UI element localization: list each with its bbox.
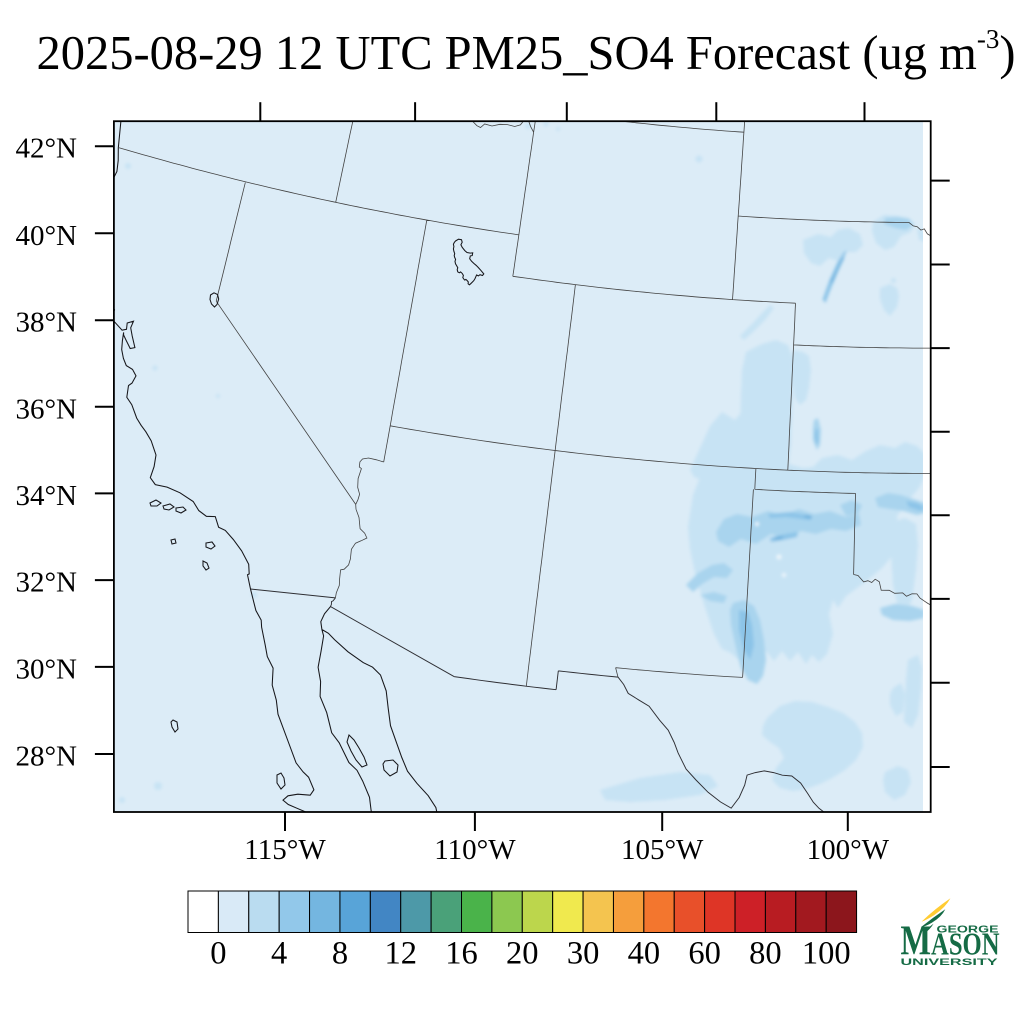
svg-text:2025-08-29 12 UTC PM25_SO4 For: 2025-08-29 12 UTC PM25_SO4 Forecast (ug …: [37, 24, 1016, 80]
svg-text:40: 40: [628, 936, 661, 972]
svg-text:32°N: 32°N: [15, 567, 77, 599]
svg-text:115°W: 115°W: [244, 834, 326, 866]
svg-text:30: 30: [567, 936, 600, 972]
svg-text:105°W: 105°W: [621, 834, 704, 866]
svg-text:110°W: 110°W: [434, 834, 516, 866]
svg-text:GEORGE: GEORGE: [937, 924, 999, 935]
svg-text:12: 12: [384, 936, 417, 972]
svg-text:30°N: 30°N: [15, 653, 77, 685]
svg-text:38°N: 38°N: [15, 307, 77, 339]
svg-text:4: 4: [271, 936, 287, 972]
svg-text:34°N: 34°N: [15, 480, 77, 512]
svg-text:8: 8: [332, 936, 348, 972]
svg-text:MASON: MASON: [901, 919, 1000, 965]
svg-text:100: 100: [802, 936, 851, 972]
svg-text:36°N: 36°N: [15, 393, 77, 425]
svg-text:0: 0: [210, 936, 226, 972]
svg-text:16: 16: [445, 936, 478, 972]
svg-text:28°N: 28°N: [15, 741, 77, 773]
svg-text:20: 20: [506, 936, 539, 972]
svg-text:40°N: 40°N: [15, 220, 77, 252]
svg-text:80: 80: [749, 936, 782, 972]
svg-text:60: 60: [688, 936, 721, 972]
svg-text:100°W: 100°W: [807, 834, 890, 866]
svg-text:UNIVERSITY: UNIVERSITY: [901, 957, 999, 968]
svg-text:42°N: 42°N: [15, 133, 77, 165]
